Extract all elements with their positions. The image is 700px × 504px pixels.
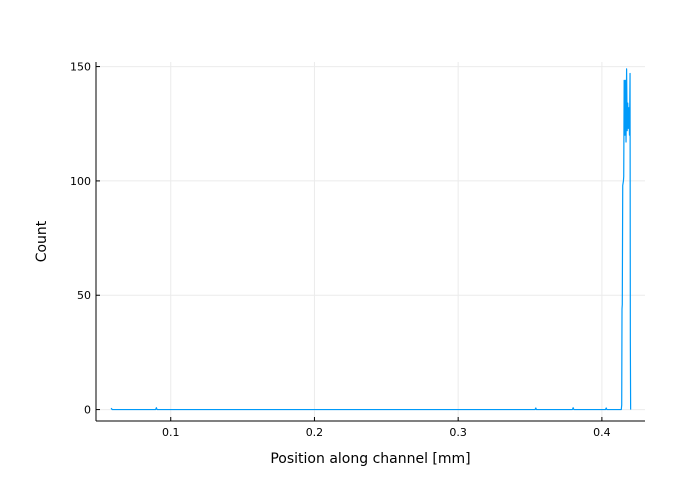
x-tick-label: 0.2 [306,426,324,439]
axes [95,62,645,422]
y-gridlines [96,66,645,411]
y-tick-label: 100 [70,175,91,188]
x-axis-title: Position along channel [mm] [270,451,470,467]
x-tick-label: 0.3 [449,426,467,439]
y-tick-label: 50 [77,289,91,302]
x-tick-label: 0.1 [162,426,180,439]
y-axis-title: Count [34,220,50,262]
y-tick-label: 150 [70,61,91,74]
series-layer [110,68,632,411]
x-gridlines [170,62,603,421]
y-tick-label: 0 [84,404,91,417]
series-line-1 [110,68,632,411]
x-axis-ticks: 0.1 0.2 0.3 0.4 [162,417,611,439]
y-axis-ticks: 0 50 100 150 [70,61,100,417]
x-tick-label: 0.4 [593,426,611,439]
